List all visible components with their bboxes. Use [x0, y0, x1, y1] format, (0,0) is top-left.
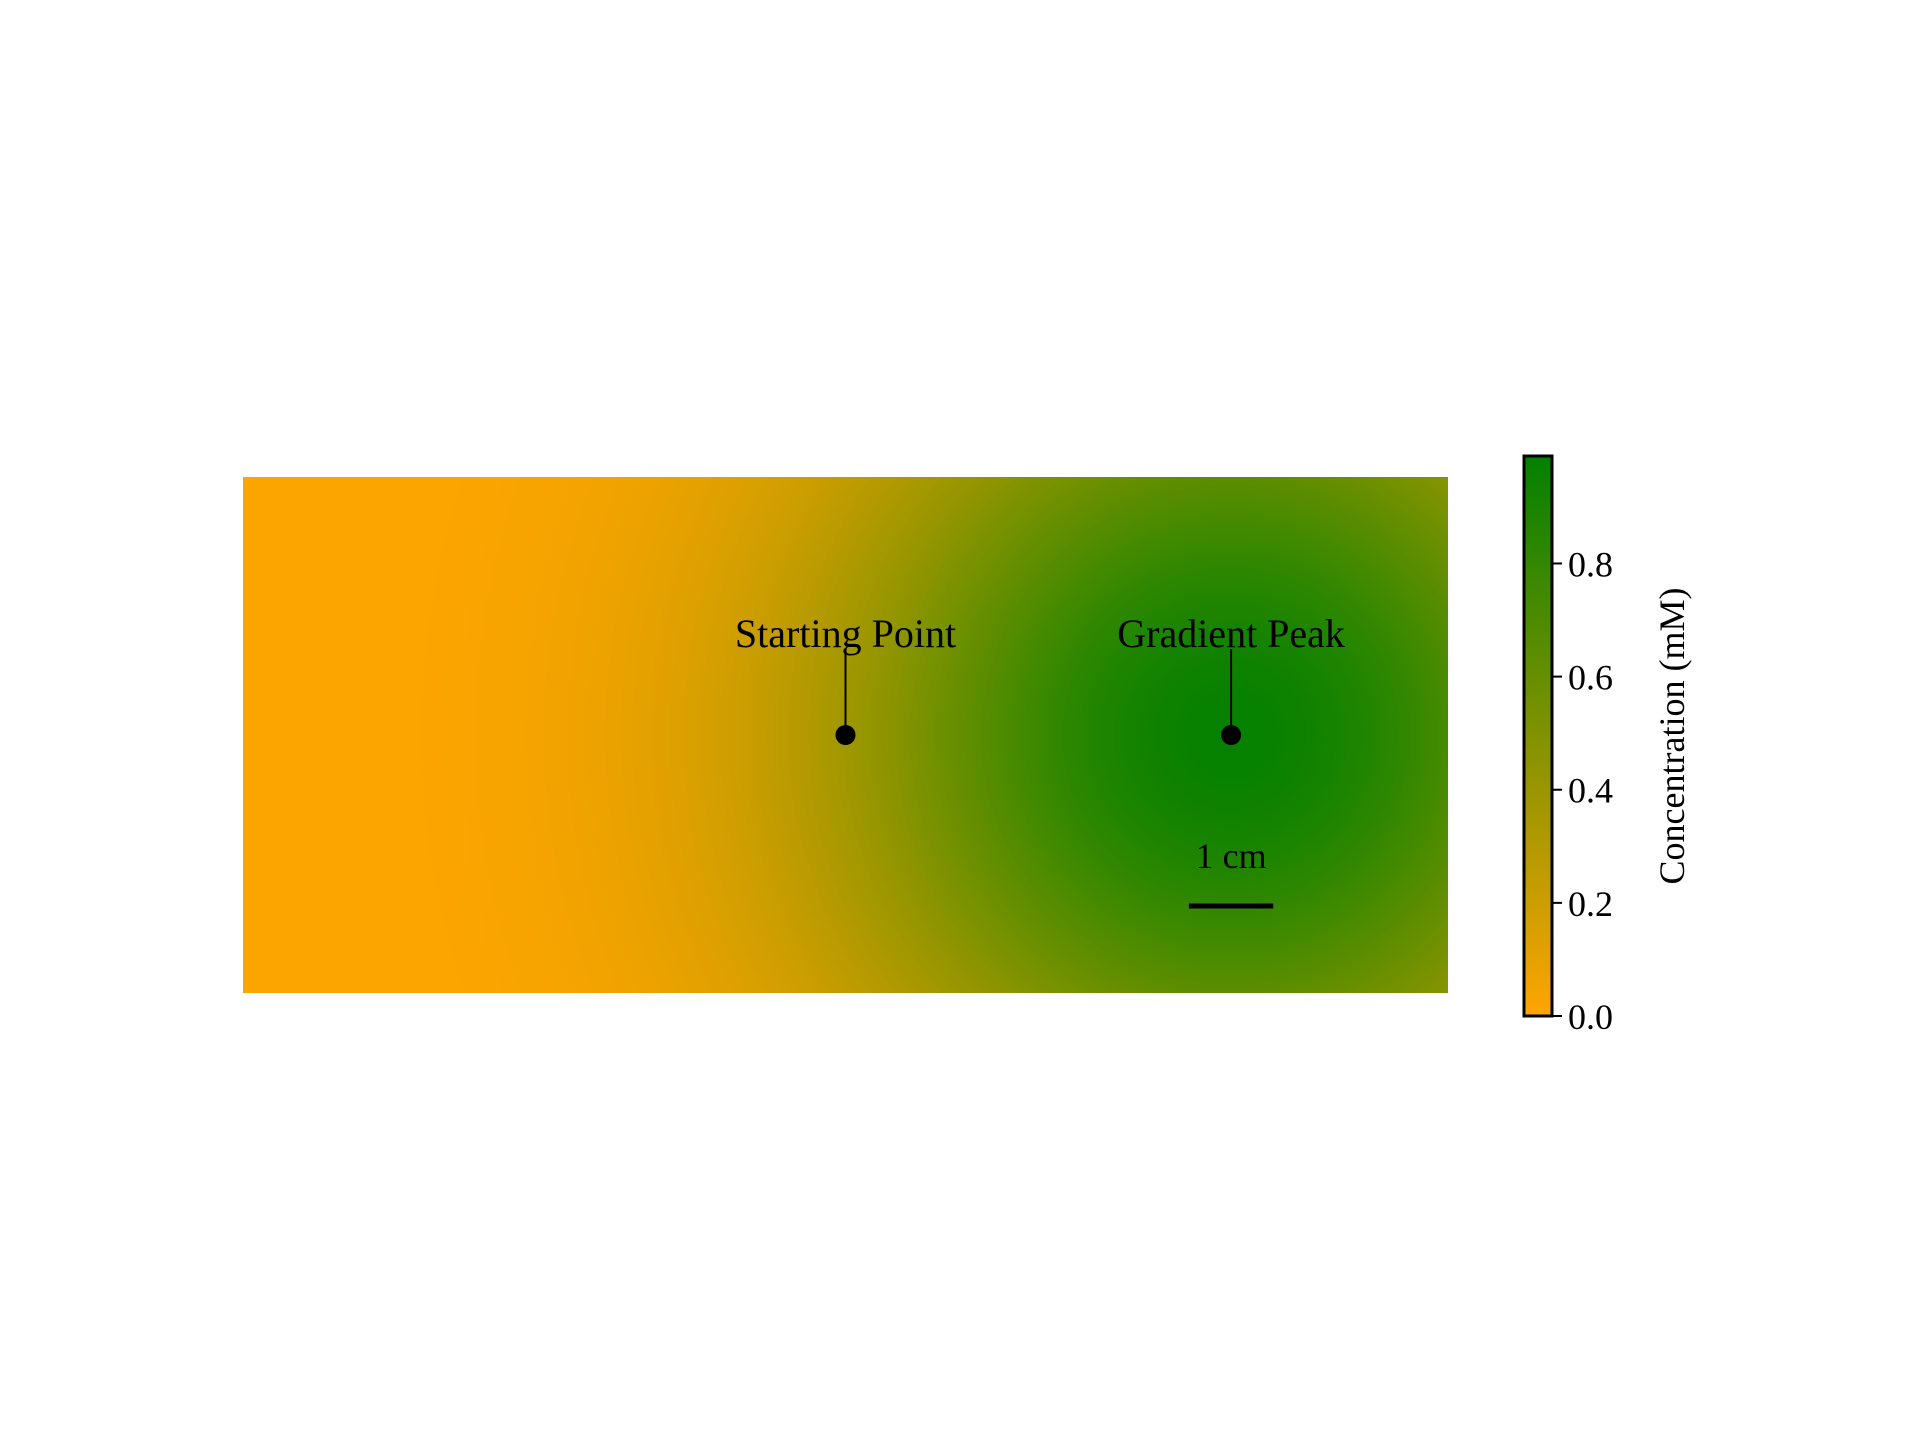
- annotations: Starting Point Gradient Peak: [735, 611, 1345, 745]
- annotation-label-gradient-peak: Gradient Peak: [1117, 611, 1345, 656]
- colorbar-tick-label: 0.2: [1568, 884, 1613, 924]
- colorbar-tick-label: 0.8: [1568, 544, 1613, 584]
- scale-bar-label: 1 cm: [1196, 836, 1267, 876]
- annotation-marker-starting-point: [835, 725, 856, 745]
- scale-bar: 1 cm: [1188, 836, 1274, 909]
- colorbar-label: Concentration (mM): [1652, 588, 1692, 885]
- annotation-label-starting-point: Starting Point: [735, 611, 956, 656]
- colorbar-tick-label: 0.6: [1568, 658, 1613, 698]
- colorbar-gradient: [1522, 454, 1554, 1018]
- colorbar-tick-label: 0.0: [1568, 997, 1613, 1037]
- colorbar-ticks: 0.0 0.2 0.4 0.6 0.8: [1552, 544, 1613, 1037]
- colorbar: 0.0 0.2 0.4 0.6 0.8 Concentration (mM): [1522, 454, 1692, 1037]
- colorbar-tick-label: 0.4: [1568, 771, 1613, 811]
- annotation-marker-gradient-peak: [1221, 725, 1242, 745]
